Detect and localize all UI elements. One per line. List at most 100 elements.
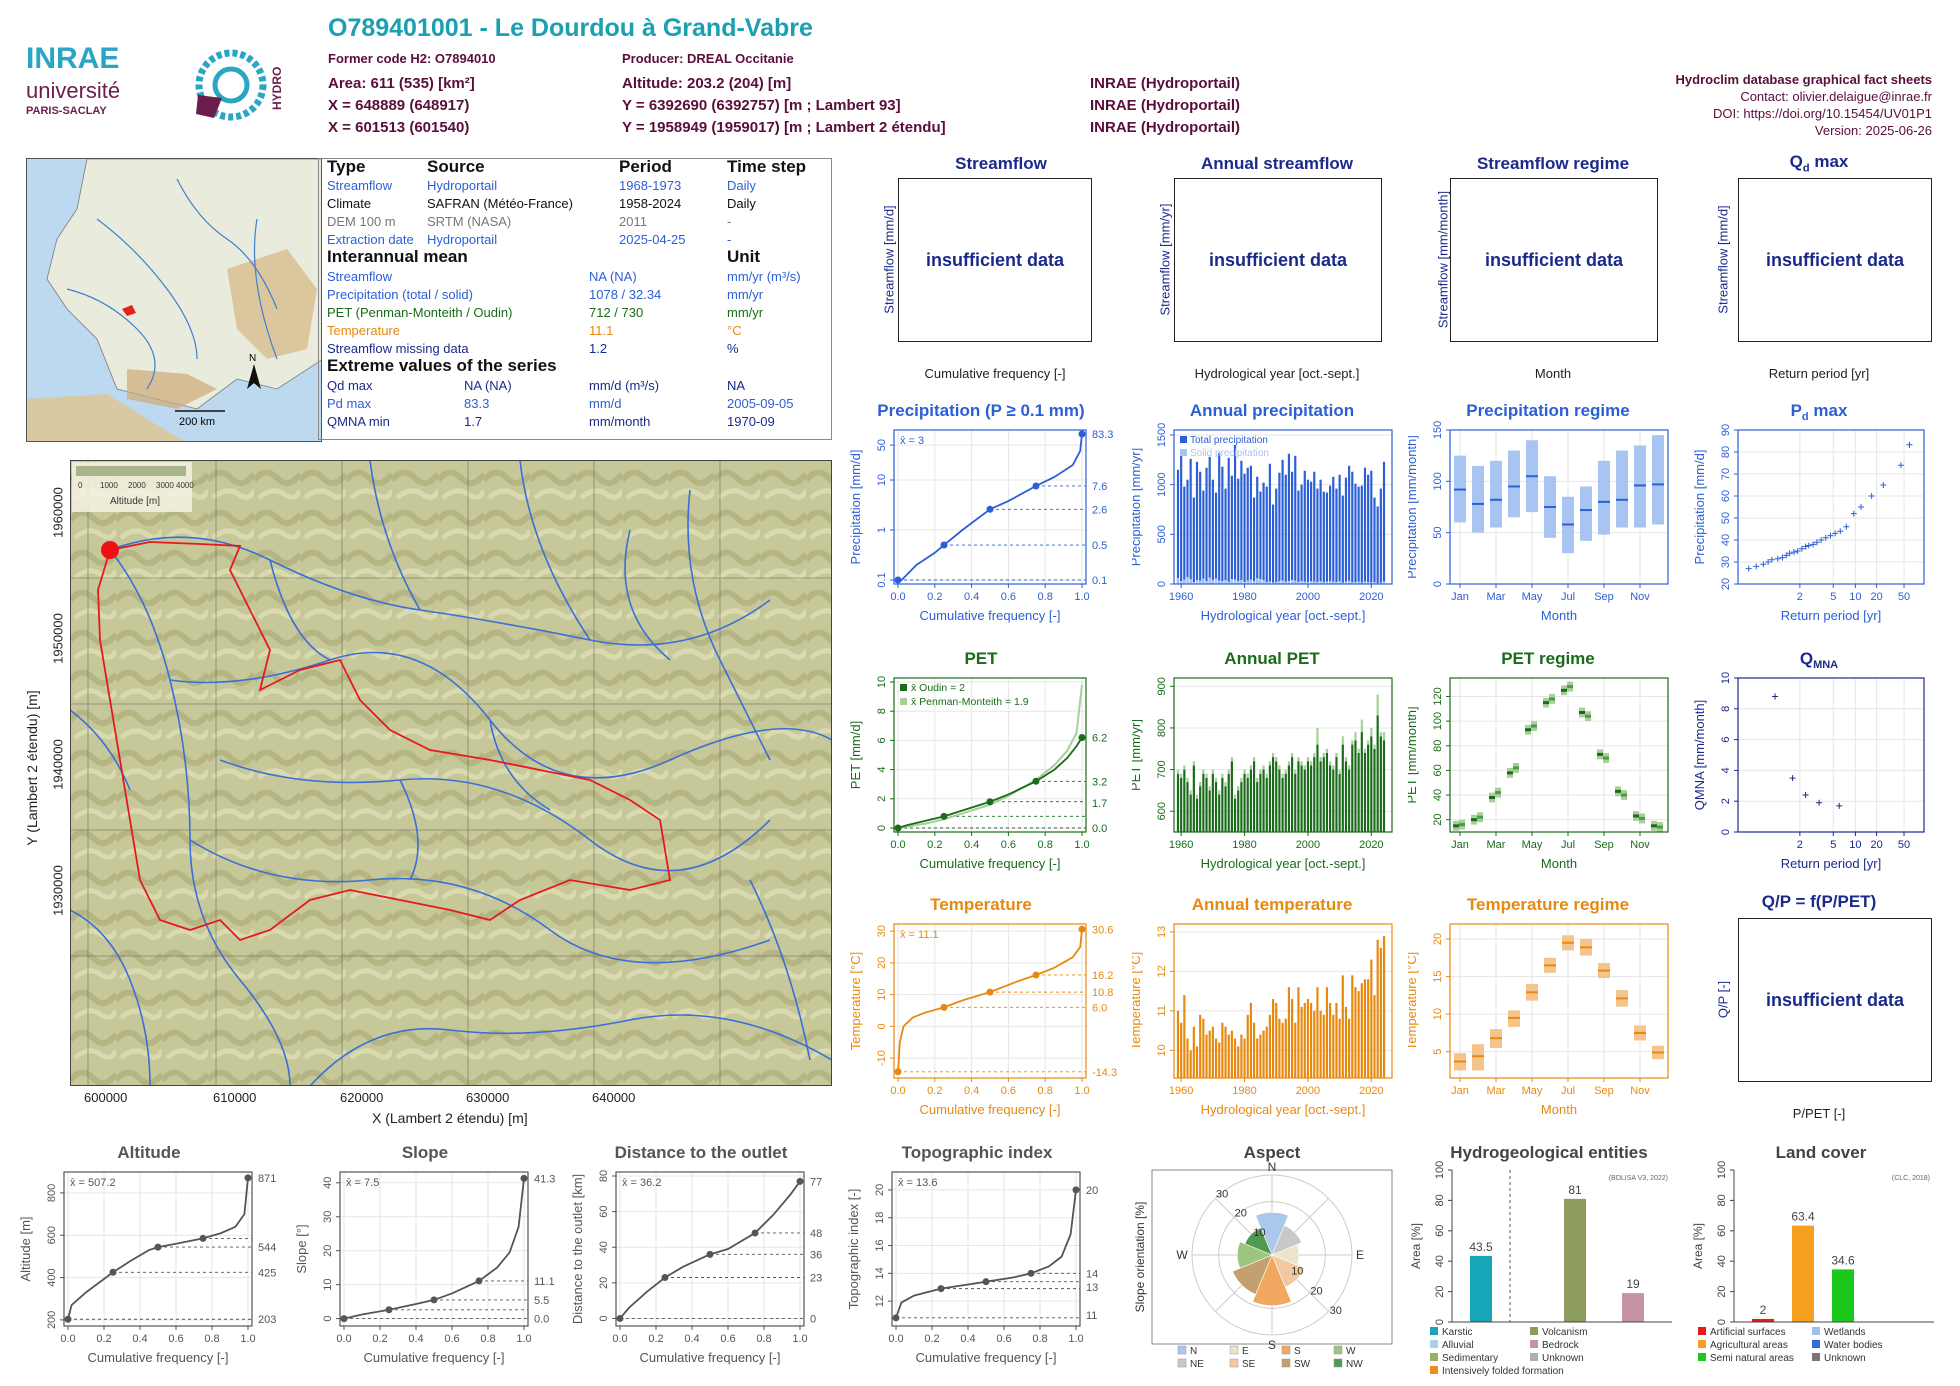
x-axis-label: Return period [yr] [1781, 856, 1881, 871]
bar-upper [1265, 773, 1268, 778]
x-axis-label: Cumulative frequency [-] [924, 366, 1066, 381]
outlet-marker [101, 541, 119, 559]
bar [1373, 995, 1376, 1078]
bar [1268, 463, 1272, 584]
y-axis-label: Streamflow [mm/yr] [1157, 203, 1173, 316]
info-table: Type Source Period Time step Streamflow … [318, 158, 832, 440]
bar-value-label: 81 [1568, 1183, 1582, 1197]
x-tick-label: 0.8 [480, 1333, 495, 1345]
plot-frame [1449, 677, 1669, 833]
bar-solid [1221, 581, 1224, 584]
y-tick-label: 800 [1156, 719, 1168, 737]
chart-title: Land cover [1776, 1143, 1867, 1162]
bar-upper [1252, 757, 1256, 762]
bar [1195, 461, 1199, 584]
row-source: SAFRAN (Météo-France) [427, 196, 573, 211]
bar-solid [1332, 581, 1335, 584]
y-tick-label: 80 [1720, 446, 1732, 458]
legend-label: SE [1242, 1359, 1256, 1370]
x-tick-label: Jul [1561, 591, 1575, 603]
bar-upper [1176, 769, 1180, 774]
bar [1180, 452, 1183, 584]
y-tick-label: 10 [876, 676, 888, 688]
bar [1199, 1014, 1202, 1078]
bar-solid [1370, 582, 1373, 584]
doi-link[interactable]: DOI: https://doi.org/10.15454/UV01P1 [1713, 106, 1932, 121]
mean-label: x̄ = 11.1 [900, 929, 939, 941]
bar-solid [1316, 582, 1319, 584]
col-header-source: Source [427, 157, 485, 176]
bar-solid [1205, 581, 1208, 584]
y-tick-label: 60 [1720, 490, 1732, 502]
chart-title: Temperature [930, 895, 1032, 914]
right-tick-label: 36 [810, 1249, 822, 1261]
data-point [1880, 482, 1887, 488]
interannual-label: PET (Penman-Monteith / Oudin) [327, 305, 513, 320]
x-tick-label: Mar [1487, 591, 1506, 603]
x-tick-label: 0.4 [964, 1085, 979, 1097]
bar-solid [1287, 581, 1291, 584]
legend-swatch [1333, 1345, 1343, 1355]
bar [1252, 761, 1256, 832]
bar-solid [1252, 581, 1256, 584]
x-lambert93: X = 648889 (648917) [328, 97, 470, 114]
y-tick-label: 1 [876, 527, 888, 533]
x-tick-label: 2 [1797, 839, 1803, 851]
bar [1357, 486, 1360, 584]
bar [1319, 479, 1322, 584]
right-tick-label: 425 [258, 1267, 276, 1279]
y-axis-label: Streamflow [mm/d] [1715, 205, 1731, 314]
bar-solid [1303, 581, 1306, 584]
plot-frame [1449, 923, 1669, 1079]
x-tick-label: 0.2 [372, 1333, 387, 1345]
right-tick-label: 30.6 [1092, 924, 1113, 936]
y-tick-label: 10 [1432, 1008, 1444, 1020]
bar-upper [1370, 727, 1373, 737]
map-xtick: 630000 [466, 1090, 510, 1105]
y-tick-label: 8 [1720, 706, 1732, 712]
quantile-marker [940, 541, 948, 549]
col-header-type: Type [327, 157, 366, 176]
bar-upper [1341, 736, 1344, 745]
bar-solid [1262, 580, 1265, 584]
bar [1348, 1018, 1351, 1078]
y-axis-label: Temperature [°C] [1132, 952, 1143, 1050]
bar [1180, 1022, 1183, 1078]
plot-frame [1173, 923, 1393, 1079]
insufficient-data-box: insufficient data [1174, 178, 1382, 342]
x-tick-label: 20 [1870, 591, 1882, 603]
extreme-value: 1.7 [464, 414, 483, 429]
bar-upper [1322, 752, 1325, 758]
x-tick-label: 1.0 [792, 1333, 807, 1345]
legend-label: Total precipitation [1190, 435, 1268, 446]
x-tick-label: 50 [1898, 839, 1910, 851]
streamflow-panel: Streamflow insufficient data Streamflow … [856, 152, 1146, 392]
bar [1240, 460, 1243, 584]
logo-swirl-inner [212, 66, 250, 104]
bar [1199, 786, 1202, 832]
data-point [1765, 559, 1772, 565]
panel-title: Q/P = f(P/PET) [1761, 892, 1877, 911]
bar-upper [1249, 765, 1252, 770]
logo-drop [196, 95, 222, 118]
bar [1278, 769, 1281, 832]
y-tick-label: 20 [1432, 814, 1444, 826]
x-tick-label: May [1522, 839, 1543, 851]
chart-title: PET [964, 649, 998, 668]
bar [1313, 757, 1316, 832]
plot-frame [63, 1171, 253, 1327]
row-timestep: Daily [727, 196, 756, 211]
bar-upper [1237, 786, 1240, 791]
bar [1332, 1014, 1335, 1078]
y-tick-label: 2 [1720, 798, 1732, 804]
legend-swatch [1430, 1353, 1438, 1361]
bar [1202, 1018, 1205, 1078]
bar-upper [1329, 761, 1332, 766]
bar-solid [1240, 580, 1243, 584]
legend-swatch [1177, 1358, 1187, 1368]
bar-solid [1297, 582, 1300, 584]
bar [1367, 474, 1370, 584]
ring-label: 30 [1216, 1188, 1228, 1200]
x-axis-label: Cumulative frequency [-] [920, 608, 1061, 623]
right-tick-label: 14 [1086, 1268, 1098, 1280]
